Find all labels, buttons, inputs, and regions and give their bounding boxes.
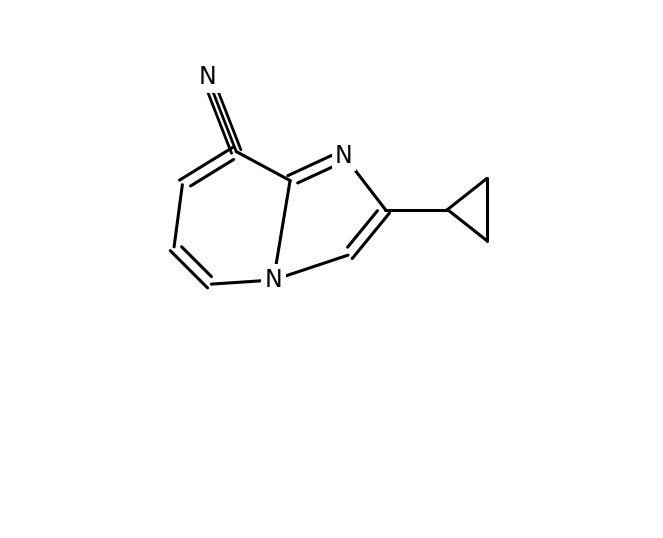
Text: N: N (265, 268, 282, 292)
Text: N: N (335, 144, 353, 168)
Text: N: N (198, 65, 216, 89)
